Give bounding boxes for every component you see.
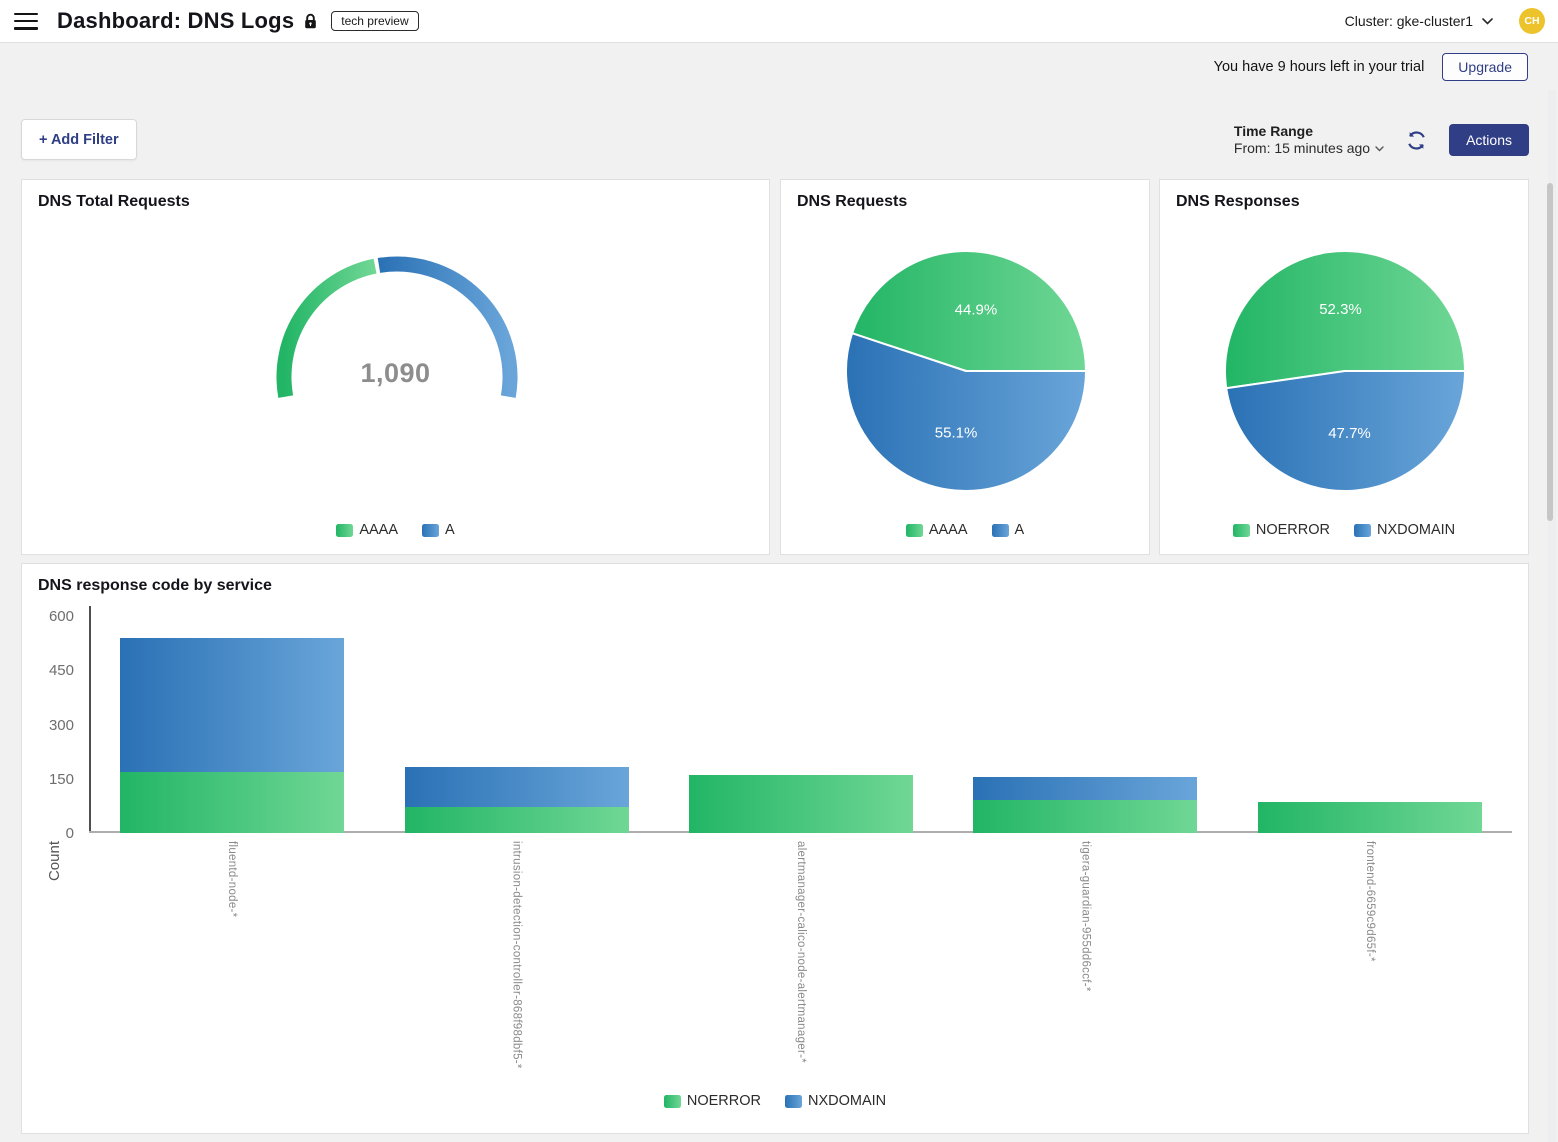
dns-requests-card: DNS Requests 44.9% 55.1% AAAA A — [780, 179, 1150, 555]
scrollbar-thumb[interactable] — [1547, 183, 1553, 521]
legend-item-nxdomain[interactable]: NXDOMAIN — [1353, 522, 1456, 538]
pie-slice-noerror — [1224, 250, 1467, 390]
legend-swatch — [784, 1094, 802, 1108]
actions-button[interactable]: Actions — [1449, 124, 1529, 156]
trial-message: You have 9 hours left in your trial — [1213, 58, 1425, 75]
legend-swatch — [905, 523, 923, 537]
bar-noerror-intrusion-detection-controller-868f98dbf5-* — [404, 806, 629, 833]
bar-nxdomain-intrusion-detection-controller-868f98dbf5-* — [404, 767, 629, 807]
hamburger-menu-icon[interactable] — [14, 12, 38, 30]
card-title: DNS Responses — [1176, 193, 1300, 210]
scrollbar-track[interactable] — [1547, 90, 1556, 1142]
gauge-chart — [276, 256, 518, 398]
legend-label: AAAA — [359, 522, 398, 538]
legend-swatch — [991, 523, 1009, 537]
time-range-value: From: 15 minutes ago — [1233, 140, 1371, 156]
dns-responses-pie-chart: 52.3% 47.7% — [1224, 250, 1467, 492]
gauge-segment-a — [377, 256, 518, 398]
chevron-down-icon — [1482, 17, 1493, 25]
y-tick-label: 600 — [48, 608, 74, 625]
legend-label: AAAA — [928, 522, 968, 538]
gauge-total-value: 1,090 — [360, 358, 431, 388]
x-category-label: frontend-6659c9d65f-* — [1363, 841, 1376, 962]
y-axis-title: Count — [46, 841, 63, 882]
card-title: DNS Requests — [797, 193, 908, 210]
trial-banner: You have 9 hours left in your trial Upgr… — [0, 43, 1558, 90]
legend-swatch — [422, 523, 439, 537]
legend-label: NOERROR — [686, 1093, 761, 1109]
legend-item-noerror[interactable]: NOERROR — [1232, 522, 1330, 538]
bar-legend: NOERROR NXDOMAIN — [22, 1093, 1528, 1109]
legend-label: NXDOMAIN — [1376, 522, 1456, 538]
legend-label: NOERROR — [1255, 522, 1330, 538]
legend-item-nxdomain[interactable]: NXDOMAIN — [784, 1093, 887, 1109]
x-category-label: alertmanager-calico-node-alertmanager-* — [795, 841, 807, 1063]
legend-item-a[interactable]: A — [991, 522, 1025, 538]
cluster-label: Cluster: gke-cluster1 — [1344, 13, 1473, 29]
legend-swatch — [336, 523, 354, 537]
gauge-legend: AAAA A — [22, 522, 769, 538]
pie-slice-a — [845, 331, 1088, 492]
legend-label: A — [445, 522, 455, 538]
card-title: DNS response code by service — [38, 577, 272, 594]
y-tick-label: 0 — [65, 825, 74, 842]
pie-percent-label: 47.7% — [1328, 425, 1371, 442]
y-tick-label: 300 — [48, 716, 74, 734]
y-tick-label: 450 — [48, 662, 74, 680]
upgrade-button[interactable]: Upgrade — [1442, 52, 1528, 81]
time-range-label: Time Range — [1233, 122, 1314, 139]
pie-percent-label: 55.1% — [935, 425, 978, 442]
legend-item-a[interactable]: A — [422, 522, 455, 538]
legend-label: NXDOMAIN — [807, 1093, 887, 1109]
dns-response-code-card: DNS response code by service Count 0 150 3… — [21, 563, 1529, 1134]
legend-item-aaaa[interactable]: AAAA — [905, 522, 968, 538]
bar-nxdomain-tigera-guardian-955dd6ccf-* — [973, 776, 1198, 801]
legend-label: A — [1014, 522, 1025, 538]
pie-percent-label: 44.9% — [955, 301, 998, 318]
bar-noerror-frontend-6659c9d65f-* — [1257, 802, 1482, 833]
x-category-label: fluentd-node-* — [226, 841, 239, 918]
pie-slice-aaaa — [850, 250, 1088, 372]
dns-requests-legend: AAAA A — [781, 522, 1149, 538]
refresh-icon — [1408, 130, 1425, 150]
time-range-selector[interactable]: Time Range From: 15 minutes ago — [1234, 123, 1384, 158]
legend-swatch — [1353, 523, 1371, 537]
cluster-selector[interactable]: Cluster: gke-cluster1 — [1345, 13, 1493, 29]
x-category-label: intrusion-detection-controller-868f98dbf… — [510, 841, 523, 1069]
dns-responses-legend: NOERROR NXDOMAIN — [1160, 522, 1528, 538]
chevron-down-icon — [1375, 146, 1384, 152]
card-title: DNS Total Requests — [38, 193, 190, 210]
pie-percent-label: 52.3% — [1319, 301, 1362, 318]
x-category-label: tigera-guardian-955dd6ccf-* — [1079, 841, 1092, 992]
bar-noerror-alertmanager-calico-node-alertmanager-* — [689, 775, 913, 833]
page-title: Dashboard: DNS Logs — [57, 8, 295, 33]
dns-requests-pie-chart: 44.9% 55.1% — [845, 250, 1088, 492]
y-tick-label: 150 — [48, 770, 74, 788]
bar-plot — [90, 616, 1512, 833]
legend-item-noerror[interactable]: NOERROR — [663, 1093, 761, 1109]
user-avatar[interactable]: CH — [1519, 8, 1545, 34]
bar-y-ticks: 0 150 300 450 600 — [22, 608, 80, 842]
legend-swatch — [1232, 523, 1250, 537]
gauge-segment-aaaa — [276, 258, 377, 398]
y-axis-line — [89, 606, 91, 833]
add-filter-button[interactable]: + Add Filter — [21, 119, 137, 160]
dns-total-requests-card: DNS Total Requests 1,090 AAAA A — [21, 179, 770, 555]
bar-noerror-fluentd-node-* — [120, 771, 345, 833]
legend-swatch — [663, 1094, 681, 1108]
refresh-button[interactable] — [1405, 129, 1428, 152]
bar-noerror-tigera-guardian-955dd6ccf-* — [973, 800, 1198, 833]
bar-x-labels: fluentd-node-* intrusion-detection-contro… — [90, 841, 1512, 1099]
top-header: Dashboard: DNS Logs tech preview Cluster… — [0, 0, 1558, 43]
pie-slice-nxdomain — [1225, 370, 1467, 492]
legend-item-aaaa[interactable]: AAAA — [336, 522, 398, 538]
bar-nxdomain-fluentd-node-* — [120, 637, 345, 772]
lock-icon — [303, 13, 318, 30]
dns-responses-card: DNS Responses 52.3% 47.7% NOERROR NXDOMAIN — [1159, 179, 1529, 555]
tech-preview-badge: tech preview — [331, 11, 419, 31]
